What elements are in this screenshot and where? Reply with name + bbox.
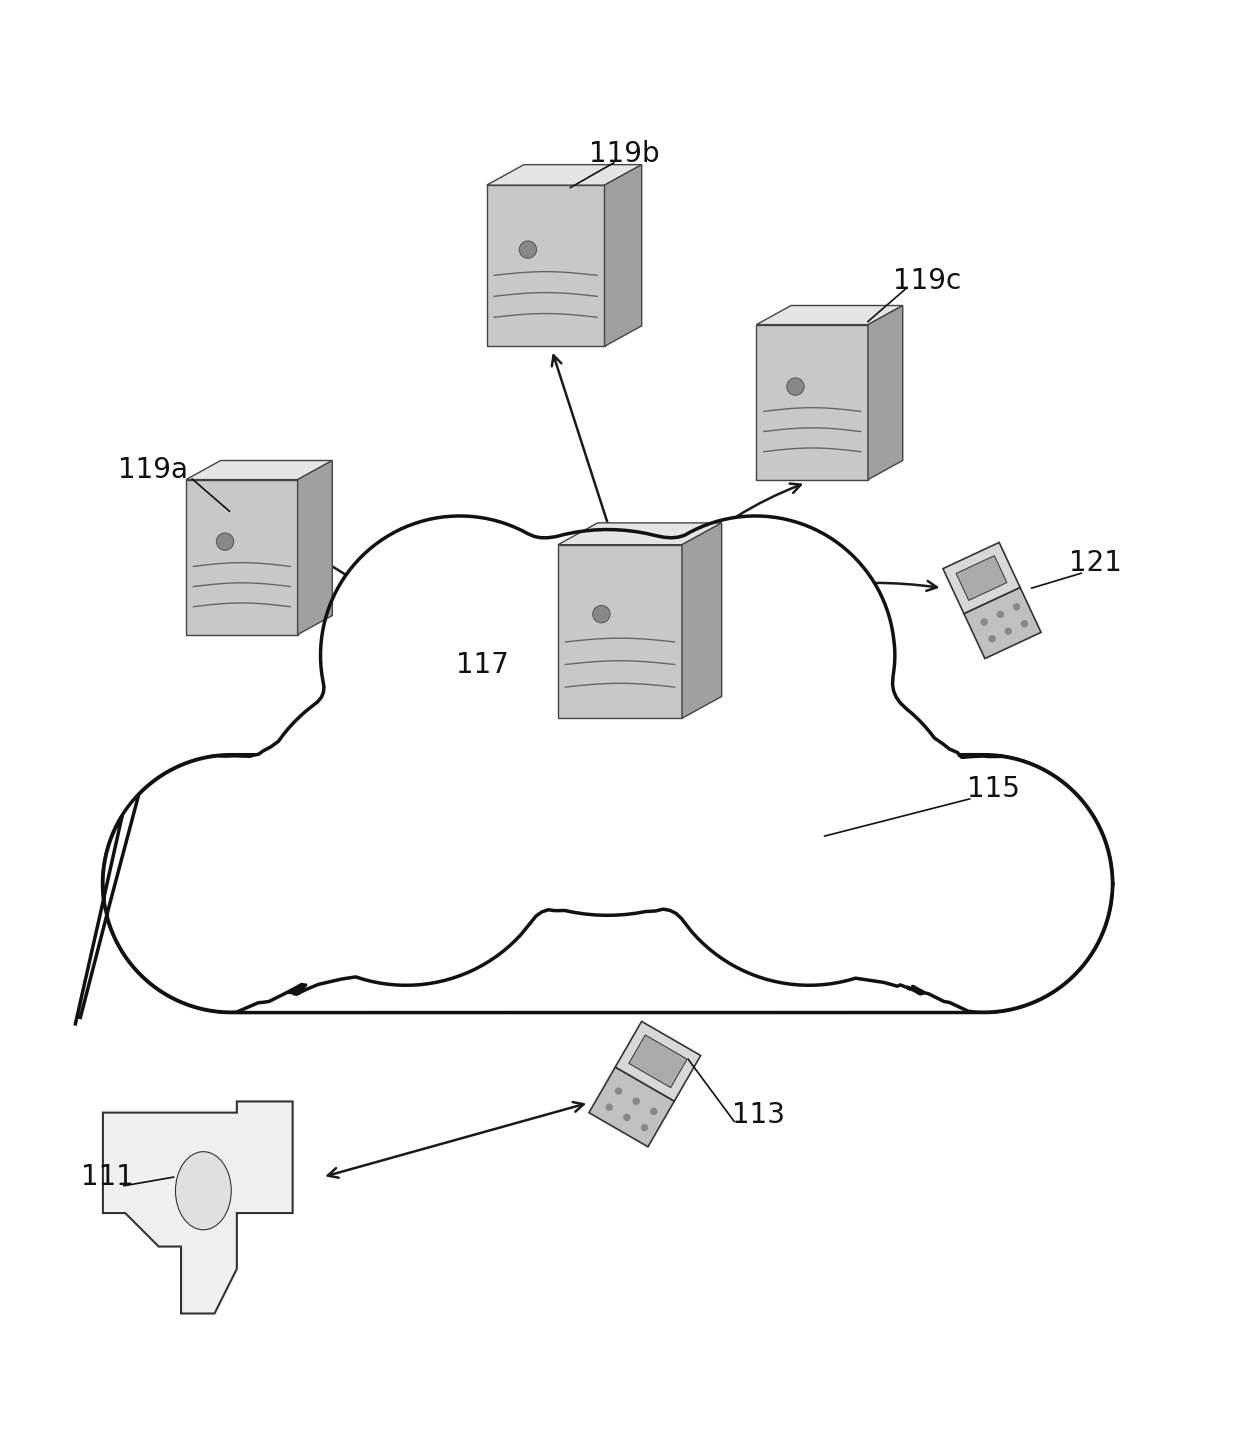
Circle shape bbox=[216, 533, 234, 551]
Text: 119b: 119b bbox=[589, 141, 660, 168]
Circle shape bbox=[641, 1124, 649, 1132]
Circle shape bbox=[624, 1114, 631, 1122]
Text: 119c: 119c bbox=[893, 267, 961, 294]
Polygon shape bbox=[629, 1035, 687, 1088]
Circle shape bbox=[605, 1104, 613, 1111]
Circle shape bbox=[520, 241, 537, 258]
Polygon shape bbox=[589, 1066, 675, 1146]
Polygon shape bbox=[558, 545, 682, 719]
Polygon shape bbox=[942, 542, 1021, 613]
Polygon shape bbox=[186, 480, 298, 635]
Polygon shape bbox=[558, 523, 722, 545]
Polygon shape bbox=[103, 1101, 293, 1313]
Text: 111: 111 bbox=[81, 1164, 134, 1191]
Circle shape bbox=[593, 606, 610, 623]
Circle shape bbox=[632, 1097, 640, 1106]
Circle shape bbox=[981, 619, 988, 626]
Text: 113: 113 bbox=[732, 1101, 785, 1129]
Polygon shape bbox=[486, 165, 642, 185]
Circle shape bbox=[988, 635, 996, 642]
Text: 121: 121 bbox=[1069, 549, 1122, 577]
Circle shape bbox=[1021, 620, 1028, 627]
Circle shape bbox=[786, 378, 804, 396]
Polygon shape bbox=[486, 185, 605, 346]
Text: 119a: 119a bbox=[118, 456, 187, 484]
Polygon shape bbox=[682, 523, 722, 719]
Ellipse shape bbox=[176, 1152, 232, 1230]
Circle shape bbox=[1013, 603, 1021, 610]
Polygon shape bbox=[963, 587, 1042, 658]
Polygon shape bbox=[103, 755, 1112, 1013]
Circle shape bbox=[997, 610, 1004, 619]
Polygon shape bbox=[605, 165, 642, 346]
Polygon shape bbox=[186, 461, 332, 480]
Text: 117: 117 bbox=[455, 651, 508, 680]
Circle shape bbox=[650, 1107, 657, 1116]
Polygon shape bbox=[76, 516, 1112, 1024]
Polygon shape bbox=[868, 306, 903, 480]
Circle shape bbox=[1004, 627, 1012, 635]
Polygon shape bbox=[298, 461, 332, 635]
Polygon shape bbox=[756, 325, 868, 480]
Polygon shape bbox=[615, 1022, 701, 1101]
Polygon shape bbox=[756, 306, 903, 325]
Polygon shape bbox=[956, 555, 1007, 600]
Text: 115: 115 bbox=[967, 775, 1021, 803]
Circle shape bbox=[615, 1087, 622, 1095]
